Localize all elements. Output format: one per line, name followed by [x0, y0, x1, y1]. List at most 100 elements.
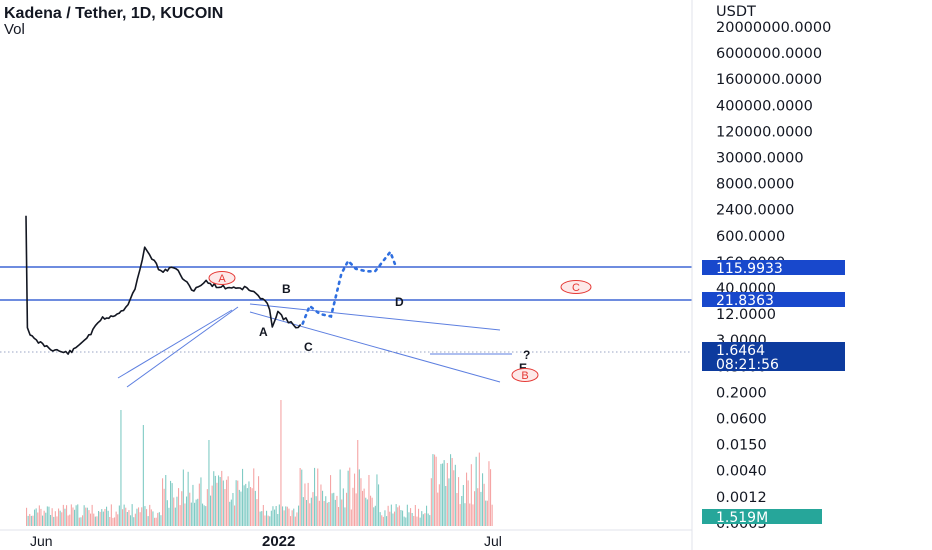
y-tick-label: 30000.0000 [716, 151, 804, 167]
volume-bar [56, 516, 58, 526]
volume-bar [219, 477, 221, 526]
y-tick-label: 0.0600 [716, 412, 767, 428]
volume-bar [376, 474, 378, 526]
volume-bars [26, 400, 493, 526]
volume-bar [312, 492, 314, 526]
volume-bar [315, 496, 317, 526]
volume-bar [397, 507, 399, 526]
volume-bar [403, 516, 405, 526]
price-series-line [25, 215, 302, 355]
volume-bar [155, 517, 157, 526]
volume-bar [88, 510, 90, 526]
volume-bar [294, 516, 296, 526]
volume-bar [446, 463, 448, 526]
svg-text:B: B [521, 370, 528, 382]
volume-bar [160, 515, 162, 526]
volume-bar [341, 499, 343, 526]
volume-bar [254, 490, 256, 526]
volume-bar [171, 483, 173, 526]
volume-bar [74, 509, 76, 526]
volume-bar [395, 504, 397, 526]
volume-bar [342, 488, 344, 526]
volume-bar [365, 497, 367, 526]
volume-bar [99, 511, 101, 526]
volume-bar [322, 490, 324, 526]
volume-bar [146, 509, 148, 526]
volume-bar [386, 516, 388, 526]
volume-bar [139, 512, 141, 526]
volume-bar [411, 513, 413, 526]
volume-bar [222, 480, 224, 526]
volume-bar [72, 507, 74, 526]
volume-bar [402, 510, 404, 526]
y-tick-label: 8000.0000 [716, 177, 794, 193]
x-tick-2022: 2022 [262, 533, 295, 550]
volume-bar [464, 503, 466, 526]
volume-bar [485, 500, 487, 526]
volume-bar [470, 464, 472, 526]
volume-bar [144, 506, 146, 526]
volume-bar [267, 515, 269, 526]
volume-bar [442, 463, 444, 526]
trend-lines [117, 303, 512, 388]
volume-bar [288, 508, 290, 526]
volume-bar [250, 487, 252, 526]
volume-bar [26, 507, 28, 526]
volume-bar [246, 488, 248, 526]
volume-bar [373, 507, 375, 526]
volume-bar [96, 516, 98, 526]
volume-bar [131, 504, 133, 526]
volume-bar [59, 510, 61, 526]
volume-bar [416, 516, 418, 526]
volume-bar [210, 495, 212, 526]
volume-bar [434, 454, 436, 526]
volume-bar [459, 504, 461, 526]
volume-bar [62, 504, 64, 526]
volume-bar [325, 496, 327, 526]
volume-bar [264, 515, 266, 526]
volume-bar [382, 516, 384, 526]
svg-text:115.9933: 115.9933 [716, 261, 783, 277]
volume-bar [491, 504, 493, 526]
volume-bar [70, 504, 72, 526]
volume-bar [182, 469, 184, 526]
volume-bar [197, 498, 199, 526]
volume-bar [296, 512, 298, 526]
volume-bar [387, 505, 389, 526]
y-tick-label: 400000.0000 [716, 98, 813, 114]
volume-bar [66, 505, 68, 526]
volume-bar [344, 507, 346, 526]
volume-bar [310, 497, 312, 526]
volume-bar [274, 509, 276, 526]
volume-bar [435, 456, 437, 526]
volume-bar [419, 517, 421, 526]
volume-bar [213, 471, 215, 526]
volume-bar [214, 475, 216, 526]
volume-bar [406, 504, 408, 526]
volume-bar [354, 473, 356, 526]
volume-bar [389, 511, 391, 526]
volume-bar [200, 477, 202, 526]
volume-bar [405, 517, 407, 526]
volume-bar [154, 517, 156, 526]
volume-bar [400, 510, 402, 526]
volume-bar [245, 483, 247, 526]
volume-bar [64, 508, 66, 526]
y-tick-label: 0.0040 [716, 464, 767, 480]
volume-bar [475, 456, 477, 526]
volume-bar [360, 478, 362, 526]
volume-bar [242, 468, 244, 526]
volume-bar [240, 491, 242, 526]
volume-bar [443, 460, 445, 526]
volume-bar [37, 512, 39, 526]
x-tick-jun: Jun [30, 533, 53, 549]
wave-labels: A B C D E ? [259, 282, 530, 375]
volume-bar [232, 493, 234, 526]
volume-bar [258, 476, 260, 526]
wave-channel-upper [117, 309, 233, 379]
volume-bar [427, 513, 429, 526]
volume-bar [211, 485, 213, 526]
projection-path [301, 249, 397, 325]
volume-bar [314, 467, 316, 526]
